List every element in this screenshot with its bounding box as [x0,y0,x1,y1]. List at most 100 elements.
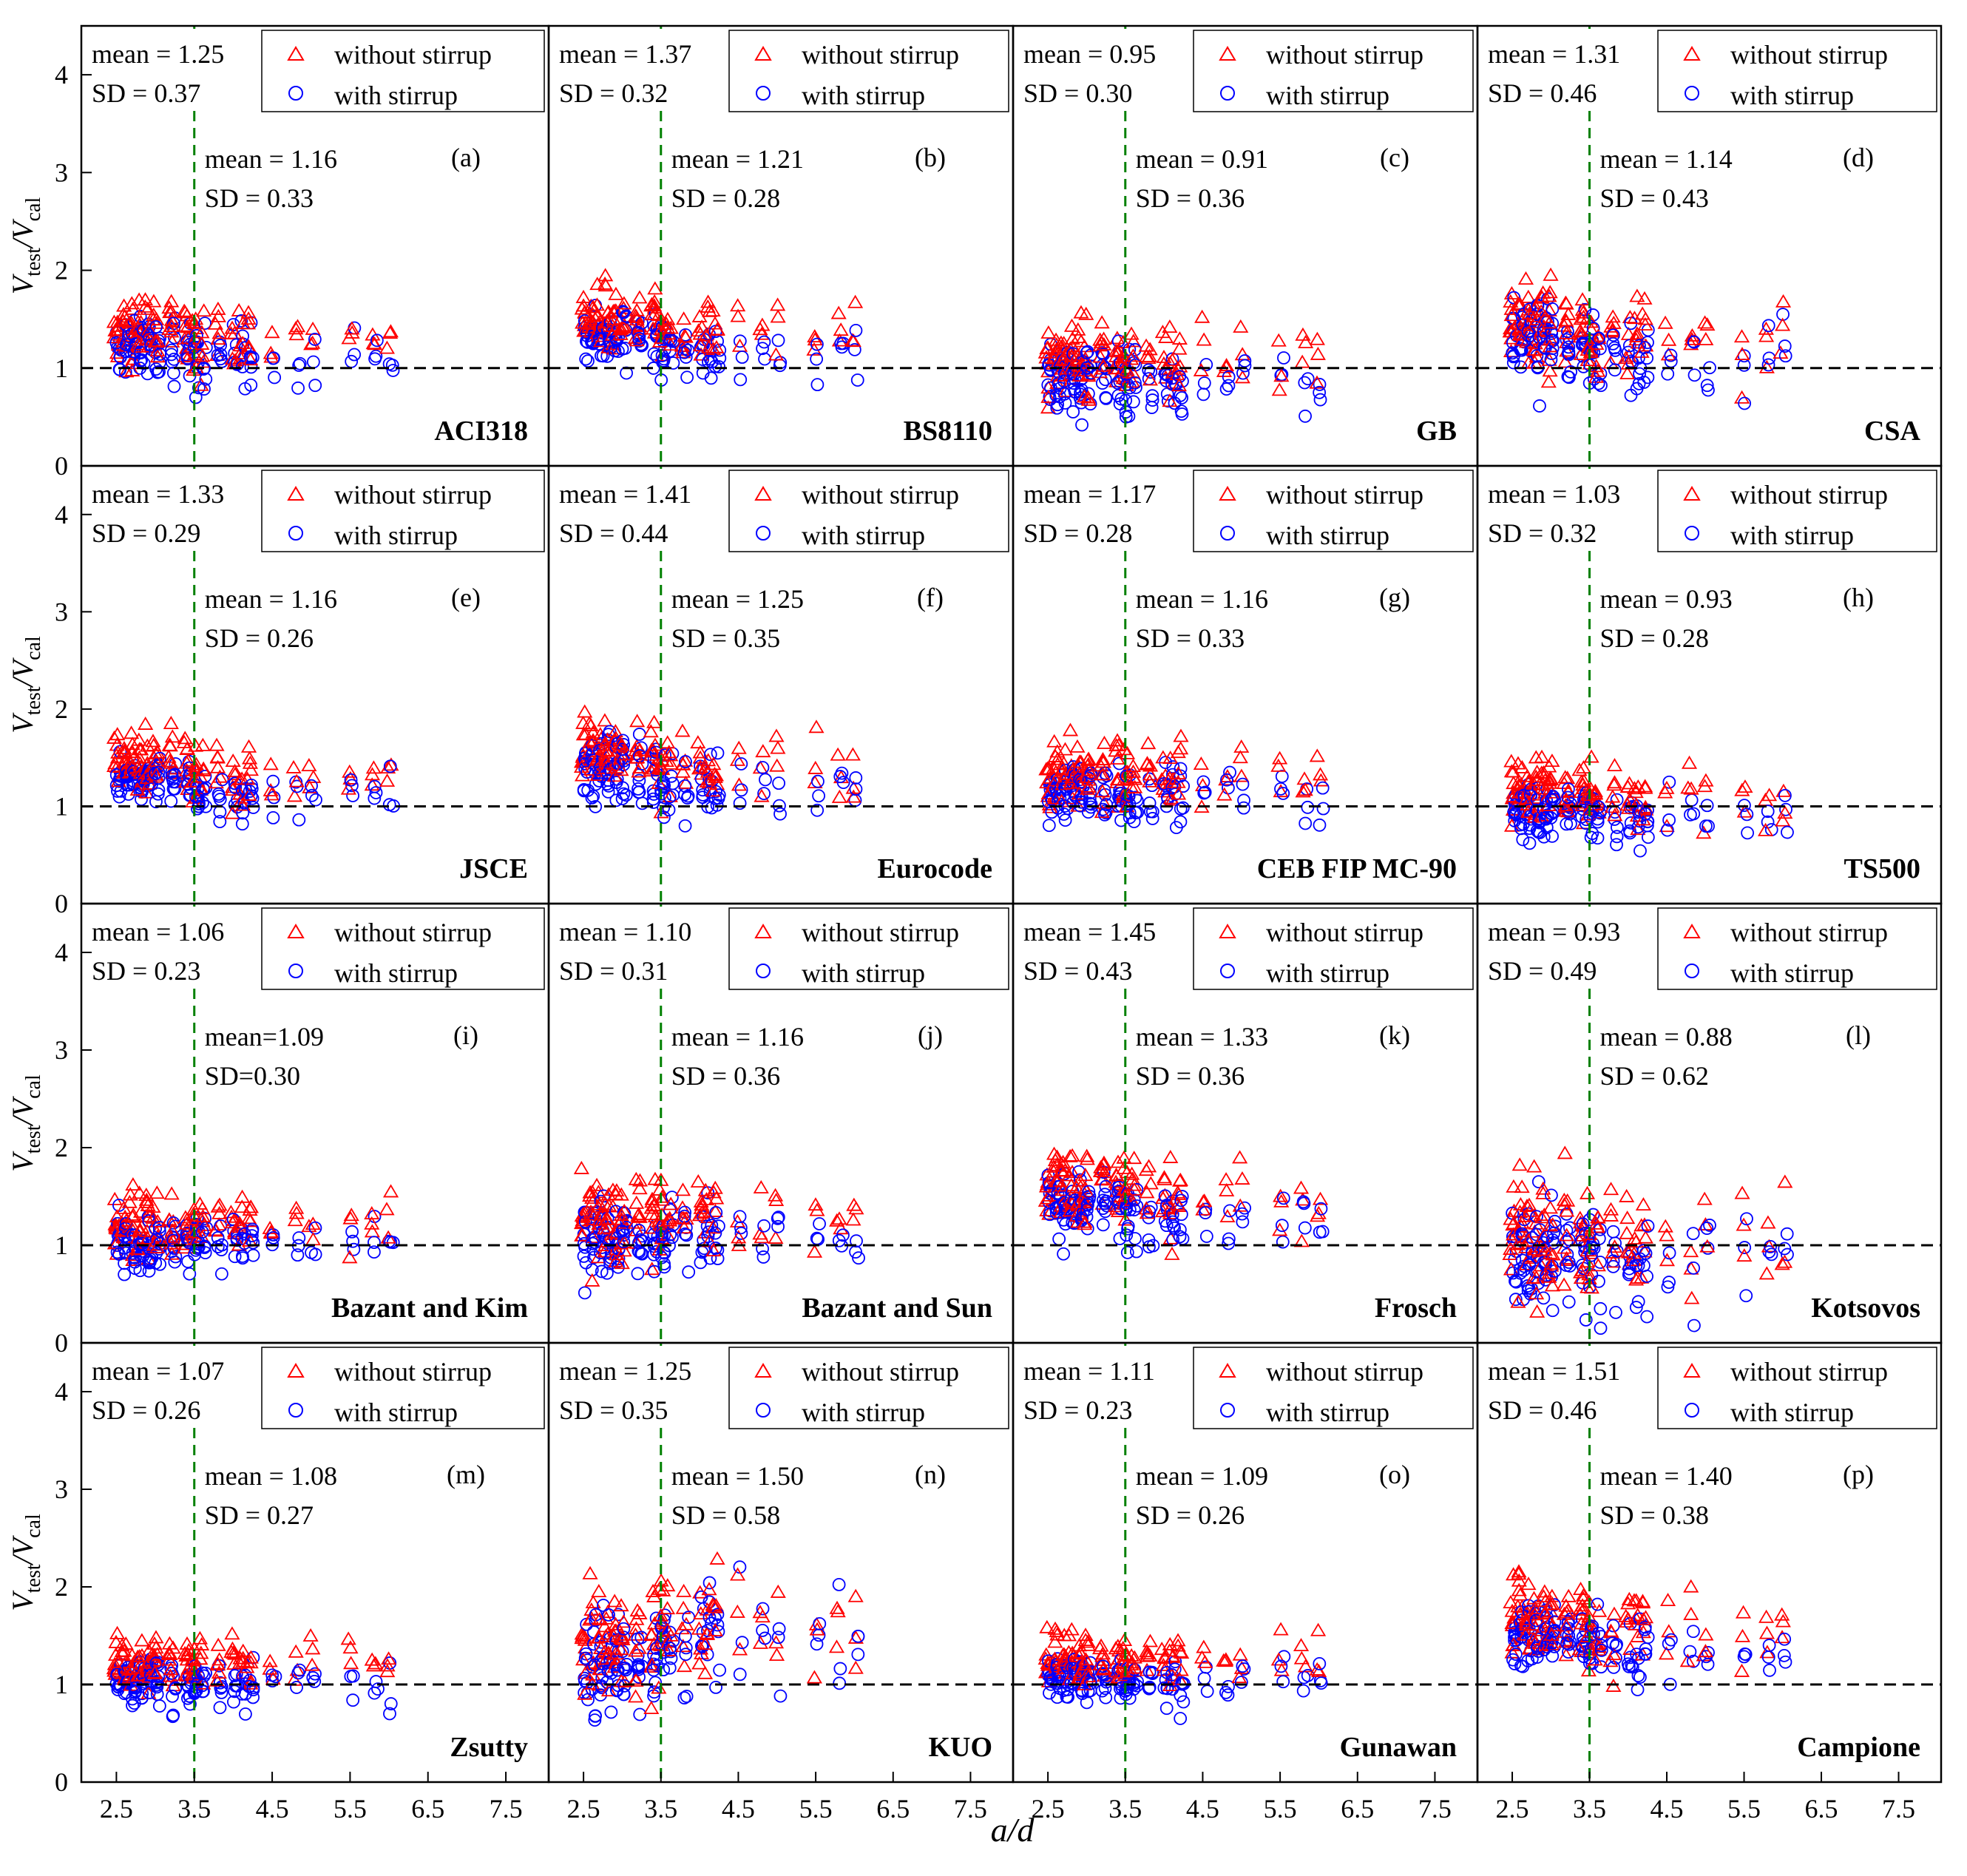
triangle-point [1520,1577,1537,1591]
circle-point [1174,388,1188,402]
triangle-point [731,1642,748,1656]
y-tick-label: 2 [55,256,68,285]
mean-right: mean = 1.40 [1600,1461,1733,1491]
triangle-point [1077,1656,1093,1670]
triangle-point [1512,322,1528,336]
triangle-point [163,755,179,769]
circle-point [847,342,861,356]
triangle-point [584,1273,600,1287]
triangle-point [1194,309,1211,323]
circle-point [165,769,179,783]
triangle-point [1517,271,1534,285]
triangle-point [1511,1573,1527,1587]
triangle-point [629,309,645,323]
stats-box [84,1346,238,1427]
circle-point [612,1608,626,1622]
triangle-point [1583,749,1599,763]
triangle-point [1171,1186,1187,1200]
triangle-point [663,756,679,770]
triangle-point [132,1204,149,1218]
circle-point [149,320,163,333]
triangle-point [1141,348,1158,362]
circle-point [646,796,660,809]
circle-point [1764,1247,1778,1262]
sd-right: SD=0.30 [205,1061,300,1091]
circle-point [1594,1301,1608,1315]
triangle-point [1502,1247,1518,1261]
circle-point [677,1691,691,1704]
triangle-point [211,1217,227,1231]
triangle-point [1171,378,1188,392]
triangle-point [106,730,123,744]
triangle-point [1582,314,1599,328]
stats-box [84,469,238,550]
triangle-point [770,740,786,754]
triangle-point [146,294,162,308]
circle-point [1142,772,1157,786]
mean-left: mean = 1.25 [92,39,224,69]
legend-box [1657,470,1937,552]
triangle-point [192,1631,208,1645]
legend-box [261,1347,545,1429]
triangle-point [1218,772,1234,786]
triangle-point [288,773,305,788]
data-points [1502,1145,1794,1335]
triangle-point [632,1181,648,1195]
triangle-point [340,781,356,795]
legend-label-with-stirrup: with stirrup [1266,1398,1389,1427]
data-points [106,292,400,404]
circle-point [246,791,260,805]
triangle-point [1232,750,1248,764]
triangle-point [646,714,663,728]
triangle-point [242,755,258,769]
triangle-point [186,347,203,361]
circle-point [1662,813,1676,827]
circle-point [1606,1636,1619,1650]
circle-point [702,1576,717,1590]
circle-point [1506,346,1520,360]
triangle-point [1233,739,1250,753]
triangle-point [582,311,598,325]
circle-point [711,1618,725,1632]
triangle-point [1619,1188,1635,1202]
triangle-point [575,289,592,303]
circle-point [1685,793,1699,807]
circle-point [634,337,648,351]
legend-box [1657,30,1937,112]
triangle-point [1544,1278,1560,1292]
circle-point [1636,1244,1651,1257]
triangle-point [768,1648,785,1662]
triangle-point [1543,1256,1560,1270]
triangle-point [1543,771,1560,785]
circle-point [1778,1242,1792,1256]
triangle-point [769,758,785,772]
triangle-point [644,1191,660,1205]
circle-point [1640,1310,1654,1324]
circle-point [1080,346,1094,359]
mean-right: mean=1.09 [205,1022,324,1052]
legend-circle-icon [288,86,303,101]
mean-left: mean = 1.51 [1488,1356,1620,1386]
sd-left: SD = 0.46 [1488,1395,1597,1425]
circle-point [1081,1198,1094,1212]
triangle-point [729,1567,746,1581]
triangle-point [1774,1630,1790,1644]
circle-point [1196,387,1211,402]
triangle-point [1683,1579,1699,1593]
triangle-point [177,1236,194,1250]
circle-point [1276,1235,1290,1249]
triangle-point [1078,306,1094,320]
circle-point [771,1631,785,1645]
triangle-point [1542,339,1558,353]
triangle-point [224,320,240,334]
circle-point [1606,328,1620,342]
triangle-point [831,1211,847,1225]
axes-labels: a/d [991,1811,1035,1849]
circle-point [1610,838,1623,852]
triangle-point [1273,1622,1289,1636]
circle-point [662,803,676,817]
triangle-point [1737,779,1753,793]
triangle-point [1095,1662,1111,1676]
